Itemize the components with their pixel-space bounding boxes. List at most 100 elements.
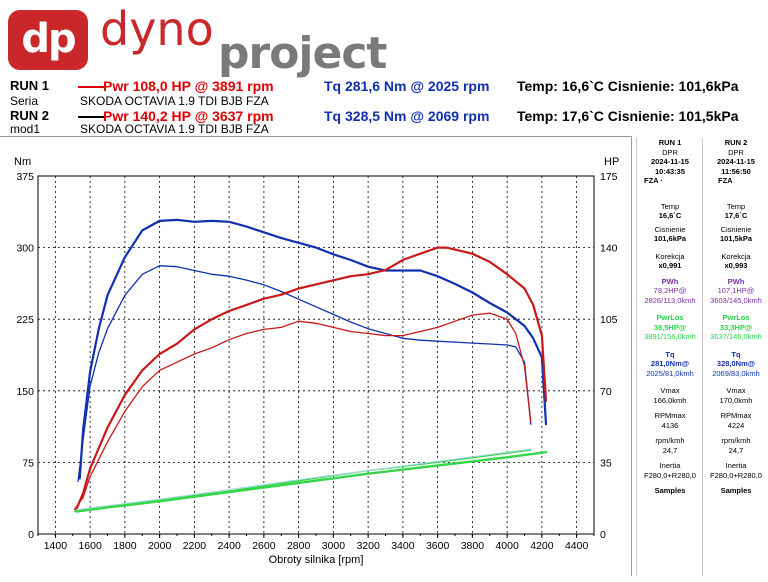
run-1-car: SKODA OCTAVIA 1.9 TDI BJB FZA bbox=[80, 94, 269, 108]
run-1-summary: RUN 1 DPR 2024-11-15 10:43:35 FZA · Temp… bbox=[638, 138, 702, 496]
summary-inertia: F280,0+R280,0 bbox=[644, 470, 696, 480]
summary-cis: 101,6kPa bbox=[653, 234, 687, 243]
x-tick-label: 3200 bbox=[356, 540, 380, 552]
summary-code: FZA bbox=[718, 176, 733, 185]
y-left-tick-label: 375 bbox=[16, 171, 34, 183]
y-left-tick-label: 225 bbox=[16, 314, 34, 326]
x-tick-label: 4400 bbox=[565, 540, 589, 552]
run-2-car: SKODA OCTAVIA 1.9 TDI BJB FZA bbox=[80, 122, 269, 136]
summary-vmax: 170,0kmh bbox=[719, 395, 753, 405]
summary-pwrlos-label: PwrLos bbox=[656, 313, 684, 322]
summary-tq: 281,0Nm@ bbox=[650, 359, 690, 368]
x-tick-label: 3400 bbox=[391, 540, 415, 552]
summary-tq-rpm: 2025/81,0kmh bbox=[646, 368, 694, 378]
summary-vmax: 166,0kmh bbox=[653, 395, 687, 405]
x-tick-label: 4200 bbox=[530, 540, 554, 552]
x-tick-label: 2600 bbox=[252, 540, 276, 552]
summary-tq-rpm: 2069/83,0kmh bbox=[712, 368, 760, 378]
summary-cis-label: Cisnienie bbox=[654, 224, 686, 234]
panel-divider bbox=[702, 138, 703, 576]
summary-pwh-rpm: 2826/113,0kmh bbox=[644, 295, 696, 305]
series-line-2 bbox=[75, 246, 548, 511]
y-left-tick-label: 0 bbox=[28, 529, 34, 541]
series-line-4 bbox=[75, 451, 548, 513]
series-line-3 bbox=[73, 312, 532, 511]
summary-inertia-label: Inertia bbox=[725, 461, 747, 470]
summary-kor-label: Korekcja bbox=[721, 251, 751, 261]
y-left-tick-label: 75 bbox=[22, 457, 34, 469]
series-line-6 bbox=[75, 448, 532, 510]
summary-run-title: RUN 2 bbox=[724, 138, 748, 147]
chart-series bbox=[73, 218, 548, 513]
summary-cis-label: Cisnienie bbox=[720, 224, 752, 234]
summary-rpmkmh: 24,7 bbox=[662, 445, 678, 455]
summary-inertia-label: Inertia bbox=[659, 461, 681, 470]
summary-samples-label: Samples bbox=[654, 486, 686, 495]
summary-date: 2024-11-15 bbox=[717, 157, 755, 166]
summary-pwh-label: PWh bbox=[661, 276, 679, 286]
dyno-chart: 1400 1600 1800 2000 2200 2400 2600 2800 3000 3200… bbox=[14, 156, 619, 566]
run-1-sub: Seria bbox=[10, 94, 39, 108]
summary-kor: x0,993 bbox=[724, 261, 748, 270]
y-right-tick-label: 0 bbox=[600, 529, 606, 541]
y-right-tick-label: 105 bbox=[600, 314, 618, 326]
x-tick-label: 4000 bbox=[495, 540, 519, 552]
chart-frame: 1400 1600 1800 2000 2200 2400 2600 2800 3000 3200… bbox=[0, 136, 632, 576]
summary-samples-label: Samples bbox=[720, 486, 752, 495]
summary-pwrlos: 33,3HP@ bbox=[719, 322, 753, 332]
run-1-legend-line bbox=[78, 86, 106, 88]
run-summary-panel: RUN 1 DPR 2024-11-15 10:43:35 FZA · Temp… bbox=[636, 138, 768, 576]
summary-pwrlos-label: PwrLos bbox=[722, 313, 750, 322]
summary-pwrlos-rpm: 3891/156,0kmh bbox=[644, 332, 696, 341]
summary-temp-label: Temp bbox=[660, 201, 680, 211]
run-2-power: Pwr 140,2 HP @ 3637 rpm bbox=[103, 108, 274, 124]
x-tick-label: 1400 bbox=[44, 540, 68, 552]
y-left-tick-label: 300 bbox=[16, 243, 34, 255]
summary-rpmmax-label: RPMmax bbox=[720, 411, 752, 420]
y-right-tick-label: 175 bbox=[600, 171, 618, 183]
summary-time: 11:56:50 bbox=[721, 166, 751, 176]
x-axis-label: Obroty silnika [rpm] bbox=[269, 554, 364, 566]
summary-vmax-label: Vmax bbox=[726, 386, 746, 395]
x-tick-label: 2200 bbox=[183, 540, 207, 552]
run-1-torque: Tq 281,6 Nm @ 2025 rpm bbox=[324, 78, 490, 94]
y-right-tick-label: 140 bbox=[600, 243, 618, 255]
x-tick-label: 3000 bbox=[322, 540, 346, 552]
summary-pwh-label: PWh bbox=[727, 276, 745, 286]
x-tick-label: 3800 bbox=[461, 540, 485, 552]
summary-kor: x0,991 bbox=[658, 261, 682, 270]
summary-pwh-rpm: 3603/145,0kmh bbox=[710, 295, 762, 305]
series-line-1 bbox=[77, 265, 532, 483]
run-1-power: Pwr 108,0 HP @ 3891 rpm bbox=[103, 78, 274, 94]
dyno-project-logo: dp dyno project bbox=[8, 2, 418, 79]
summary-vmax-label: Vmax bbox=[660, 386, 680, 395]
x-tick-label: 1600 bbox=[78, 540, 102, 552]
x-tick-label: 2000 bbox=[148, 540, 172, 552]
logo-word-project: project bbox=[218, 28, 387, 79]
chart-axes: 1400 1600 1800 2000 2200 2400 2600 2800 3000 3200… bbox=[16, 171, 617, 552]
y-right-tick-label: 70 bbox=[600, 386, 612, 398]
summary-cis: 101,5kPa bbox=[719, 234, 753, 243]
run-2-legend-line bbox=[78, 116, 106, 118]
series-line-5 bbox=[73, 449, 532, 513]
summary-temp: 17,6`C bbox=[724, 211, 748, 220]
summary-code: FZA · bbox=[644, 176, 663, 185]
summary-rpmkmh-label: rpm/kmh bbox=[655, 436, 685, 445]
summary-tq: 328,0Nm@ bbox=[716, 359, 756, 368]
summary-temp-label: Temp bbox=[726, 201, 746, 211]
run-1-conditions: Temp: 16,6`C Cisnienie: 101,6kPa bbox=[517, 78, 739, 94]
y-right-tick-label: 35 bbox=[600, 457, 612, 469]
summary-temp: 16,6`C bbox=[658, 211, 682, 220]
x-tick-label: 2800 bbox=[287, 540, 311, 552]
x-tick-label: 3600 bbox=[426, 540, 450, 552]
logo-word-dyno: dyno bbox=[100, 2, 214, 56]
summary-rpmkmh: 24,7 bbox=[728, 445, 744, 455]
summary-run-title: RUN 1 bbox=[658, 138, 682, 147]
summary-tq-label: Tq bbox=[731, 349, 741, 359]
summary-rpmkmh-label: rpm/kmh bbox=[721, 436, 751, 445]
series-line-0 bbox=[78, 218, 548, 480]
summary-kor-label: Korekcja bbox=[655, 251, 685, 261]
summary-line: DPR bbox=[662, 147, 678, 157]
run-2-torque: Tq 328,5 Nm @ 2069 rpm bbox=[324, 108, 490, 124]
y-axis-right-label: HP bbox=[604, 156, 619, 168]
